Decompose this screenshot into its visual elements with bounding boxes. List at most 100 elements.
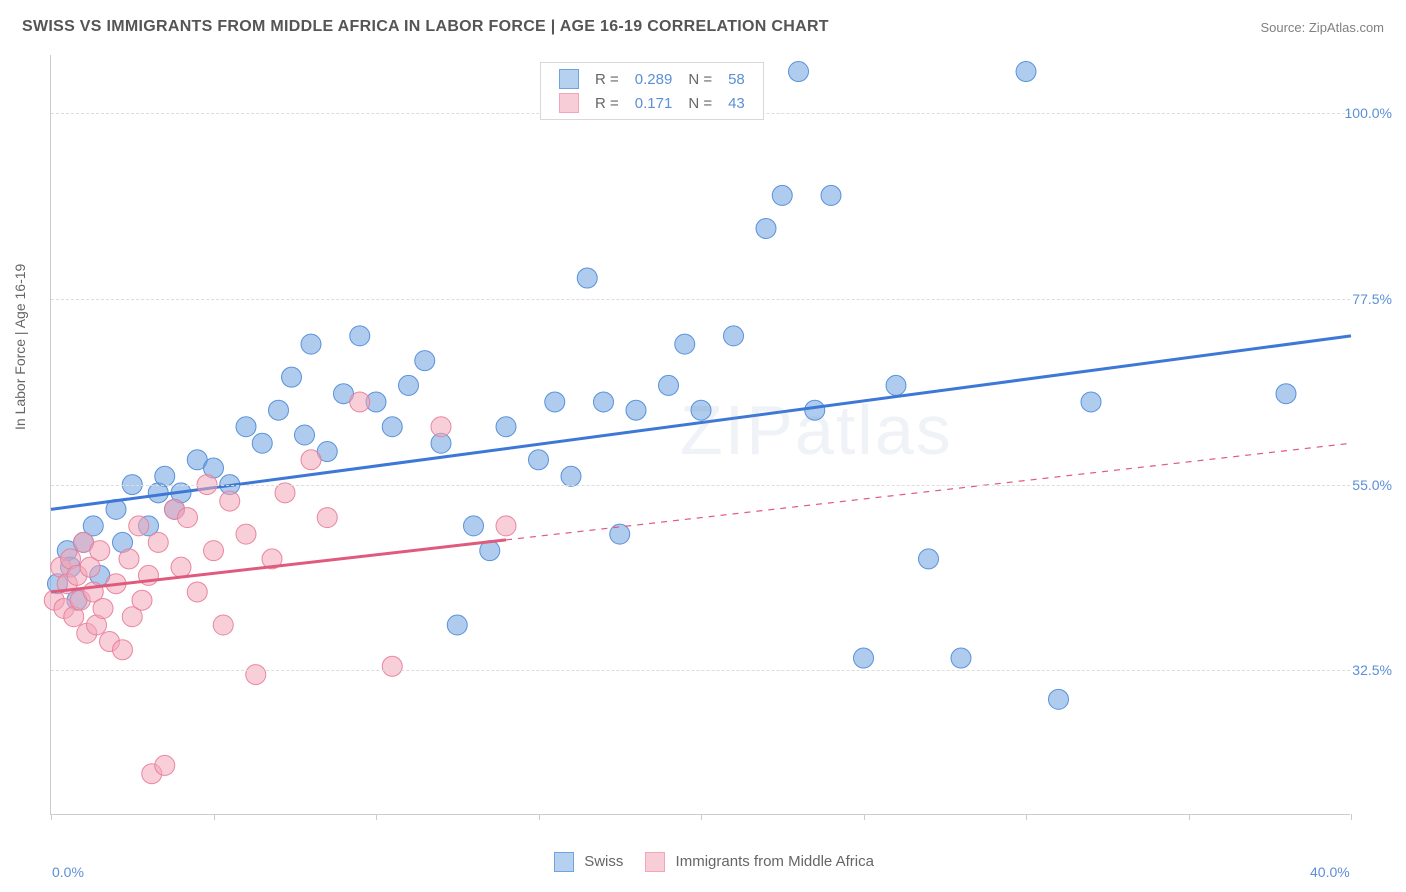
scatter-point: [301, 450, 321, 470]
scatter-point: [220, 491, 240, 511]
scatter-point: [919, 549, 939, 569]
scatter-point: [496, 417, 516, 437]
scatter-point: [282, 367, 302, 387]
legend-swatch: [645, 852, 665, 872]
scatter-point: [382, 656, 402, 676]
y-tick-label: 55.0%: [1352, 477, 1392, 493]
scatter-point: [756, 218, 776, 238]
stat-n-label: N =: [680, 91, 720, 115]
legend-series-label: Swiss: [580, 853, 623, 870]
x-tick: [539, 814, 540, 820]
scatter-point: [431, 417, 451, 437]
scatter-point: [854, 648, 874, 668]
legend-swatch: [559, 93, 579, 113]
scatter-point: [178, 508, 198, 528]
scatter-point: [382, 417, 402, 437]
stat-r-label: R =: [587, 67, 627, 91]
scatter-point: [350, 392, 370, 412]
scatter-point: [496, 516, 516, 536]
scatter-point: [1049, 689, 1069, 709]
scatter-point: [295, 425, 315, 445]
scatter-point: [119, 549, 139, 569]
scatter-point: [821, 185, 841, 205]
scatter-point: [772, 185, 792, 205]
legend-stats-row: R =0.171N =43: [551, 91, 753, 115]
x-tick-label: 0.0%: [52, 864, 84, 880]
chart-title: SWISS VS IMMIGRANTS FROM MIDDLE AFRICA I…: [22, 18, 829, 36]
x-tick: [1351, 814, 1352, 820]
legend-stats: R =0.289N =58R =0.171N =43: [540, 62, 764, 120]
scatter-point: [187, 582, 207, 602]
stat-r-value: 0.289: [627, 67, 681, 91]
scatter-point: [464, 516, 484, 536]
scatter-point: [90, 541, 110, 561]
scatter-point: [155, 755, 175, 775]
x-tick: [701, 814, 702, 820]
scatter-point: [724, 326, 744, 346]
legend-series-label: Immigrants from Middle Africa: [671, 853, 874, 870]
scatter-point: [1016, 62, 1036, 82]
stat-r-value: 0.171: [627, 91, 681, 115]
gridline-h: [51, 485, 1350, 486]
scatter-point: [561, 466, 581, 486]
scatter-point: [447, 615, 467, 635]
legend-swatch: [554, 852, 574, 872]
scatter-point: [789, 62, 809, 82]
scatter-point: [236, 417, 256, 437]
y-tick-label: 32.5%: [1352, 662, 1392, 678]
stat-n-value: 43: [720, 91, 753, 115]
scatter-point: [93, 598, 113, 618]
gridline-h: [51, 299, 1350, 300]
chart-source: Source: ZipAtlas.com: [1260, 20, 1384, 35]
scatter-point: [350, 326, 370, 346]
stat-n-label: N =: [680, 67, 720, 91]
y-tick-label: 100.0%: [1345, 105, 1392, 121]
x-tick: [51, 814, 52, 820]
scatter-point: [594, 392, 614, 412]
scatter-point: [129, 516, 149, 536]
scatter-point: [545, 392, 565, 412]
scatter-point: [275, 483, 295, 503]
scatter-point: [213, 615, 233, 635]
scatter-point: [399, 375, 419, 395]
scatter-point: [246, 665, 266, 685]
scatter-point: [236, 524, 256, 544]
stat-n-value: 58: [720, 67, 753, 91]
scatter-point: [529, 450, 549, 470]
scatter-point: [577, 268, 597, 288]
scatter-point: [252, 433, 272, 453]
scatter-point: [626, 400, 646, 420]
legend-series: Swiss Immigrants from Middle Africa: [0, 852, 1406, 872]
watermark: ZIPatlas: [680, 390, 953, 470]
x-tick: [1026, 814, 1027, 820]
scatter-point: [155, 466, 175, 486]
legend-stats-table: R =0.289N =58R =0.171N =43: [551, 67, 753, 115]
y-tick-label: 77.5%: [1352, 291, 1392, 307]
scatter-point: [148, 532, 168, 552]
stat-r-label: R =: [587, 91, 627, 115]
scatter-point: [269, 400, 289, 420]
scatter-point: [132, 590, 152, 610]
scatter-point: [204, 541, 224, 561]
legend-swatch: [559, 69, 579, 89]
x-tick: [376, 814, 377, 820]
chart-header: SWISS VS IMMIGRANTS FROM MIDDLE AFRICA I…: [22, 18, 1384, 36]
scatter-point: [1081, 392, 1101, 412]
x-tick: [864, 814, 865, 820]
scatter-point: [415, 351, 435, 371]
scatter-point: [171, 557, 191, 577]
scatter-point: [610, 524, 630, 544]
scatter-point: [1276, 384, 1296, 404]
x-tick: [1189, 814, 1190, 820]
gridline-h: [51, 670, 1350, 671]
scatter-point: [317, 508, 337, 528]
x-tick-label: 40.0%: [1310, 864, 1350, 880]
x-tick: [214, 814, 215, 820]
scatter-point: [659, 375, 679, 395]
y-axis-label: In Labor Force | Age 16-19: [12, 264, 28, 430]
scatter-point: [675, 334, 695, 354]
scatter-point: [951, 648, 971, 668]
legend-stats-row: R =0.289N =58: [551, 67, 753, 91]
scatter-point: [301, 334, 321, 354]
scatter-point: [113, 640, 133, 660]
